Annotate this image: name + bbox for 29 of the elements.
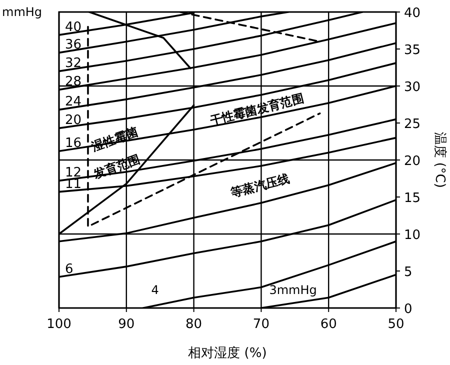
series-label: 40 — [65, 20, 82, 35]
y2-tick-label: 30 — [404, 80, 421, 95]
x-tick-label: 60 — [320, 317, 337, 332]
x-tick-label: 100 — [46, 317, 72, 332]
y2-tick-label: 5 — [404, 265, 412, 280]
text: mmHg — [2, 5, 42, 19]
x-tick-label: 90 — [118, 317, 135, 332]
series-label: 3mmHg — [269, 283, 317, 297]
series-label: 16 — [65, 136, 82, 152]
y2-tick-label: 10 — [404, 228, 421, 243]
y2-tick-label: 15 — [404, 191, 421, 206]
series-label: 4 — [151, 283, 159, 297]
x-tick-label: 50 — [388, 317, 404, 332]
y2-tick-label: 20 — [404, 154, 421, 169]
annotation: 等蒸汽压线 — [228, 172, 292, 200]
x-tick-label: 70 — [252, 317, 270, 332]
x-tick-label: 80 — [186, 317, 202, 332]
series-label: 6 — [65, 262, 74, 277]
series-label: 24 — [65, 94, 82, 110]
y2-tick-label: 25 — [404, 117, 421, 132]
y2-axis-title: 温度 (°C) — [432, 132, 448, 188]
series-label: 36 — [65, 38, 82, 53]
y2-tick-label: 40 — [404, 6, 421, 21]
y2-tick-label: 35 — [404, 43, 421, 58]
x-axis-title: 相对湿度 (%) — [188, 345, 267, 361]
series-label: 28 — [65, 74, 82, 90]
series-label: 32 — [65, 56, 82, 72]
series-label: 20 — [65, 113, 82, 128]
y2-tick-label: 0 — [404, 302, 412, 317]
